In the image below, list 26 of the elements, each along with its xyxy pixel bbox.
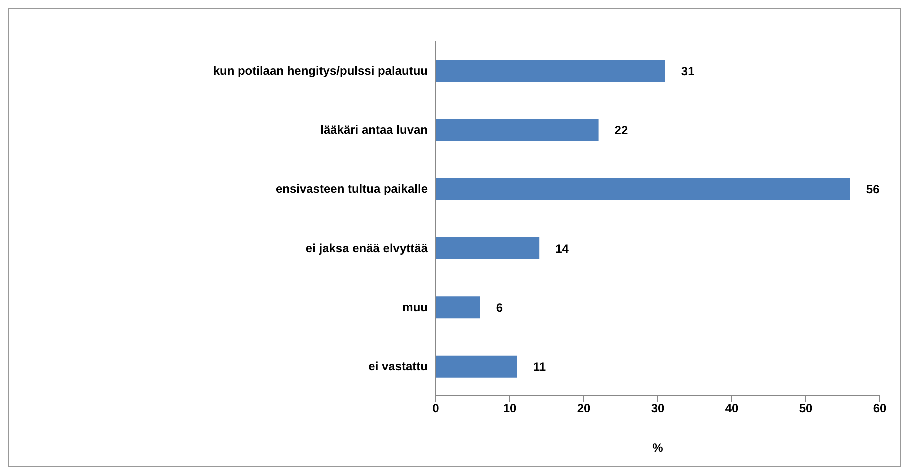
- x-tick-label: 50: [799, 402, 813, 416]
- data-label: 22: [614, 123, 628, 138]
- data-label: 11: [533, 360, 546, 374]
- data-label: 31: [681, 64, 696, 78]
- bar: [436, 178, 850, 200]
- y-tick-label: lääkäri antaa luvan: [320, 123, 428, 138]
- x-tick-label: 10: [503, 402, 517, 416]
- x-axis-title: %: [652, 441, 664, 455]
- y-tick-label: ei vastattu: [368, 360, 428, 374]
- x-tick-label: 40: [725, 402, 739, 416]
- bar: [436, 60, 666, 82]
- y-tick-label: muu: [402, 300, 428, 315]
- y-tick-label: ei jaksa enää elvyttää: [306, 241, 428, 256]
- x-tick-label: 30: [651, 402, 665, 416]
- x-tick-label: 20: [577, 402, 591, 416]
- data-label: 14: [556, 242, 570, 256]
- y-tick-label: ensivasteen tultua paikalle: [276, 182, 428, 196]
- x-tick-label: 0: [432, 402, 440, 416]
- bar: [436, 119, 599, 142]
- bar: [436, 238, 540, 260]
- bar: [436, 356, 518, 378]
- data-label: 56: [866, 182, 880, 197]
- data-label: 6: [496, 300, 504, 315]
- y-tick-label: kun potilaan hengitys/pulssi palautuu: [213, 64, 428, 78]
- bar: [436, 296, 480, 319]
- x-tick-label: 60: [873, 402, 887, 416]
